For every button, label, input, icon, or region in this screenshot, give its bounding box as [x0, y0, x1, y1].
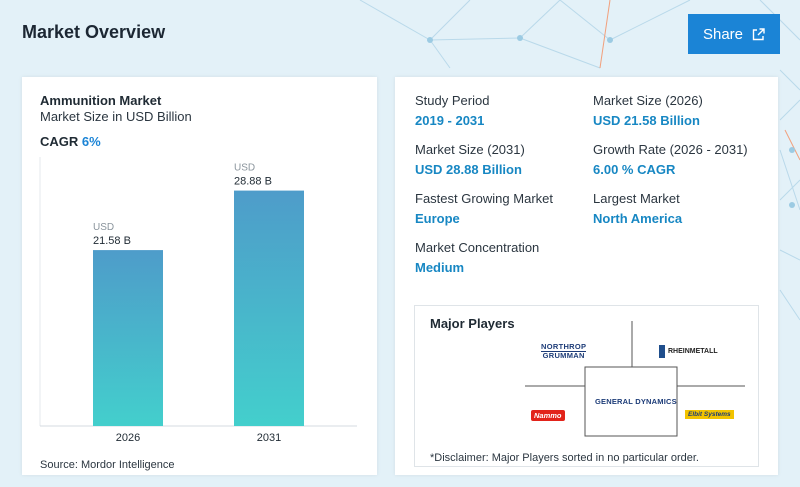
bar-chart: USD 21.58 B 2026 USD 28.88 B 2031 [39, 157, 357, 444]
x-tick-label: 2026 [116, 432, 140, 444]
players-disclaimer: *Disclaimer: Major Players sorted in no … [430, 452, 699, 464]
bar-2026 [93, 250, 163, 426]
logo-text: RHEINMETALL [668, 348, 718, 355]
stat-label: Largest Market [593, 191, 680, 206]
share-button-label: Share [702, 25, 744, 43]
chart-source: Source: Mordor Intelligence [40, 459, 175, 471]
major-players-box: Major Players NORTHROP GRUMMAN RHEINMETA… [414, 305, 759, 467]
data-label-unit: USD [93, 222, 114, 233]
logo-text: GENERAL DYNAMICS [595, 397, 677, 406]
stat-label: Market Size (2026) [593, 93, 703, 108]
market-stats-card: Study Period 2019 - 2031 Market Size (20… [395, 77, 778, 475]
major-players-title: Major Players [430, 316, 515, 331]
stat-largest-market: Largest Market North America [593, 191, 768, 227]
players-matrix: NORTHROP GRUMMAN RHEINMETALL GENERAL DYN… [525, 321, 745, 441]
stat-study-period: Study Period 2019 - 2031 [415, 93, 590, 129]
stat-value: 2019 - 2031 [415, 113, 485, 128]
logo-text: NORTHROP [541, 342, 587, 351]
bar-2031 [234, 190, 304, 426]
stat-value: 6.00 % CAGR [593, 162, 676, 177]
stat-value: USD 28.88 Billion [415, 162, 522, 177]
stat-market-size-2031: Market Size (2031) USD 28.88 Billion [415, 142, 590, 178]
data-label-unit: USD [234, 163, 255, 174]
nammo-logo: Nammo [531, 410, 565, 421]
stat-market-size-2026: Market Size (2026) USD 21.58 Billion [593, 93, 768, 129]
share-button[interactable]: Share [688, 14, 780, 54]
stat-value: North America [593, 211, 683, 226]
stat-label: Market Size (2031) [415, 142, 525, 157]
stat-fastest-growing-market: Fastest Growing Market Europe [415, 191, 590, 227]
market-size-chart-card: Ammunition Market Market Size in USD Bil… [22, 77, 377, 475]
stat-growth-rate: Growth Rate (2026 - 2031) 6.00 % CAGR [593, 142, 768, 178]
stat-label: Study Period [415, 93, 490, 108]
northrop-grumman-logo: NORTHROP GRUMMAN [541, 342, 587, 360]
elbit-systems-logo: Elbit Systems [685, 410, 734, 419]
stat-label: Growth Rate (2026 - 2031) [593, 142, 748, 157]
stat-market-concentration: Market Concentration Medium [415, 240, 590, 276]
data-label-value: 28.88 B [234, 176, 272, 188]
chart-title: Ammunition Market [40, 93, 162, 108]
x-tick-label: 2031 [257, 432, 281, 444]
logo-text: Elbit Systems [688, 411, 731, 418]
stat-label: Fastest Growing Market [415, 191, 553, 206]
page-title: Market Overview [22, 22, 166, 42]
stat-label: Market Concentration [415, 240, 540, 255]
players-matrix-lines [525, 321, 745, 437]
logo-text: Nammo [534, 411, 562, 420]
stat-value: Medium [415, 260, 465, 275]
external-link-icon [752, 27, 765, 40]
logo-text: GRUMMAN [541, 351, 587, 360]
stat-value: USD 21.58 Billion [593, 113, 700, 128]
stat-value: Europe [415, 211, 460, 226]
chart-subtitle: Market Size in USD Billion [40, 109, 192, 124]
cagr-text: CAGR [40, 134, 79, 149]
rheinmetall-mark-icon [659, 345, 665, 358]
cagr-label: CAGR 6% [40, 134, 101, 149]
cagr-value: 6% [81, 134, 101, 149]
rheinmetall-logo: RHEINMETALL [659, 345, 718, 358]
general-dynamics-logo: GENERAL DYNAMICS [595, 397, 677, 406]
data-label-value: 21.58 B [93, 235, 131, 247]
